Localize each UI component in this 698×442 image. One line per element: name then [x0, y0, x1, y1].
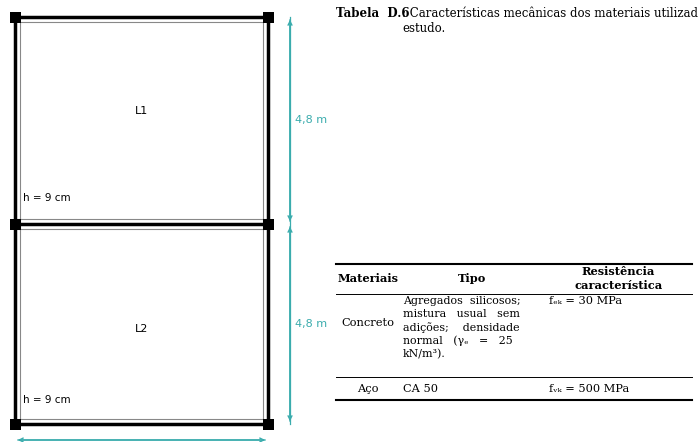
Bar — [262, 11, 274, 23]
Text: h = 9 cm: h = 9 cm — [23, 193, 70, 203]
Text: : Características mecânicas dos materiais utilizados para o concreto armado das : : Características mecânicas dos materiai… — [402, 7, 698, 35]
Text: Agregados  silicosos;
mistura   usual   sem
adições;    densidade
normal   (γₑ  : Agregados silicosos; mistura usual sem a… — [403, 296, 521, 359]
Bar — [262, 218, 274, 229]
Text: 4,8 m: 4,8 m — [295, 115, 327, 126]
Text: Concreto: Concreto — [341, 317, 394, 328]
Text: 4,8 m: 4,8 m — [295, 319, 327, 329]
Text: fₑₖ = 30 MPa: fₑₖ = 30 MPa — [549, 296, 622, 306]
Text: Tipo: Tipo — [459, 274, 487, 285]
Bar — [10, 11, 20, 23]
Text: CA 50: CA 50 — [403, 384, 438, 393]
Bar — [15, 17, 268, 424]
Bar — [10, 218, 20, 229]
Text: L1: L1 — [135, 106, 148, 115]
Text: L2: L2 — [135, 324, 148, 334]
Text: fᵥₖ = 500 MPa: fᵥₖ = 500 MPa — [549, 384, 630, 393]
Bar — [262, 419, 274, 430]
Text: h = 9 cm: h = 9 cm — [23, 395, 70, 405]
Text: Resistência
característica: Resistência característica — [574, 266, 662, 291]
Bar — [20, 22, 263, 419]
Text: Materiais: Materiais — [338, 274, 399, 285]
Text: Tabela  D.6: Tabela D.6 — [336, 7, 410, 20]
Bar — [10, 419, 20, 430]
Text: Aço: Aço — [357, 384, 379, 393]
